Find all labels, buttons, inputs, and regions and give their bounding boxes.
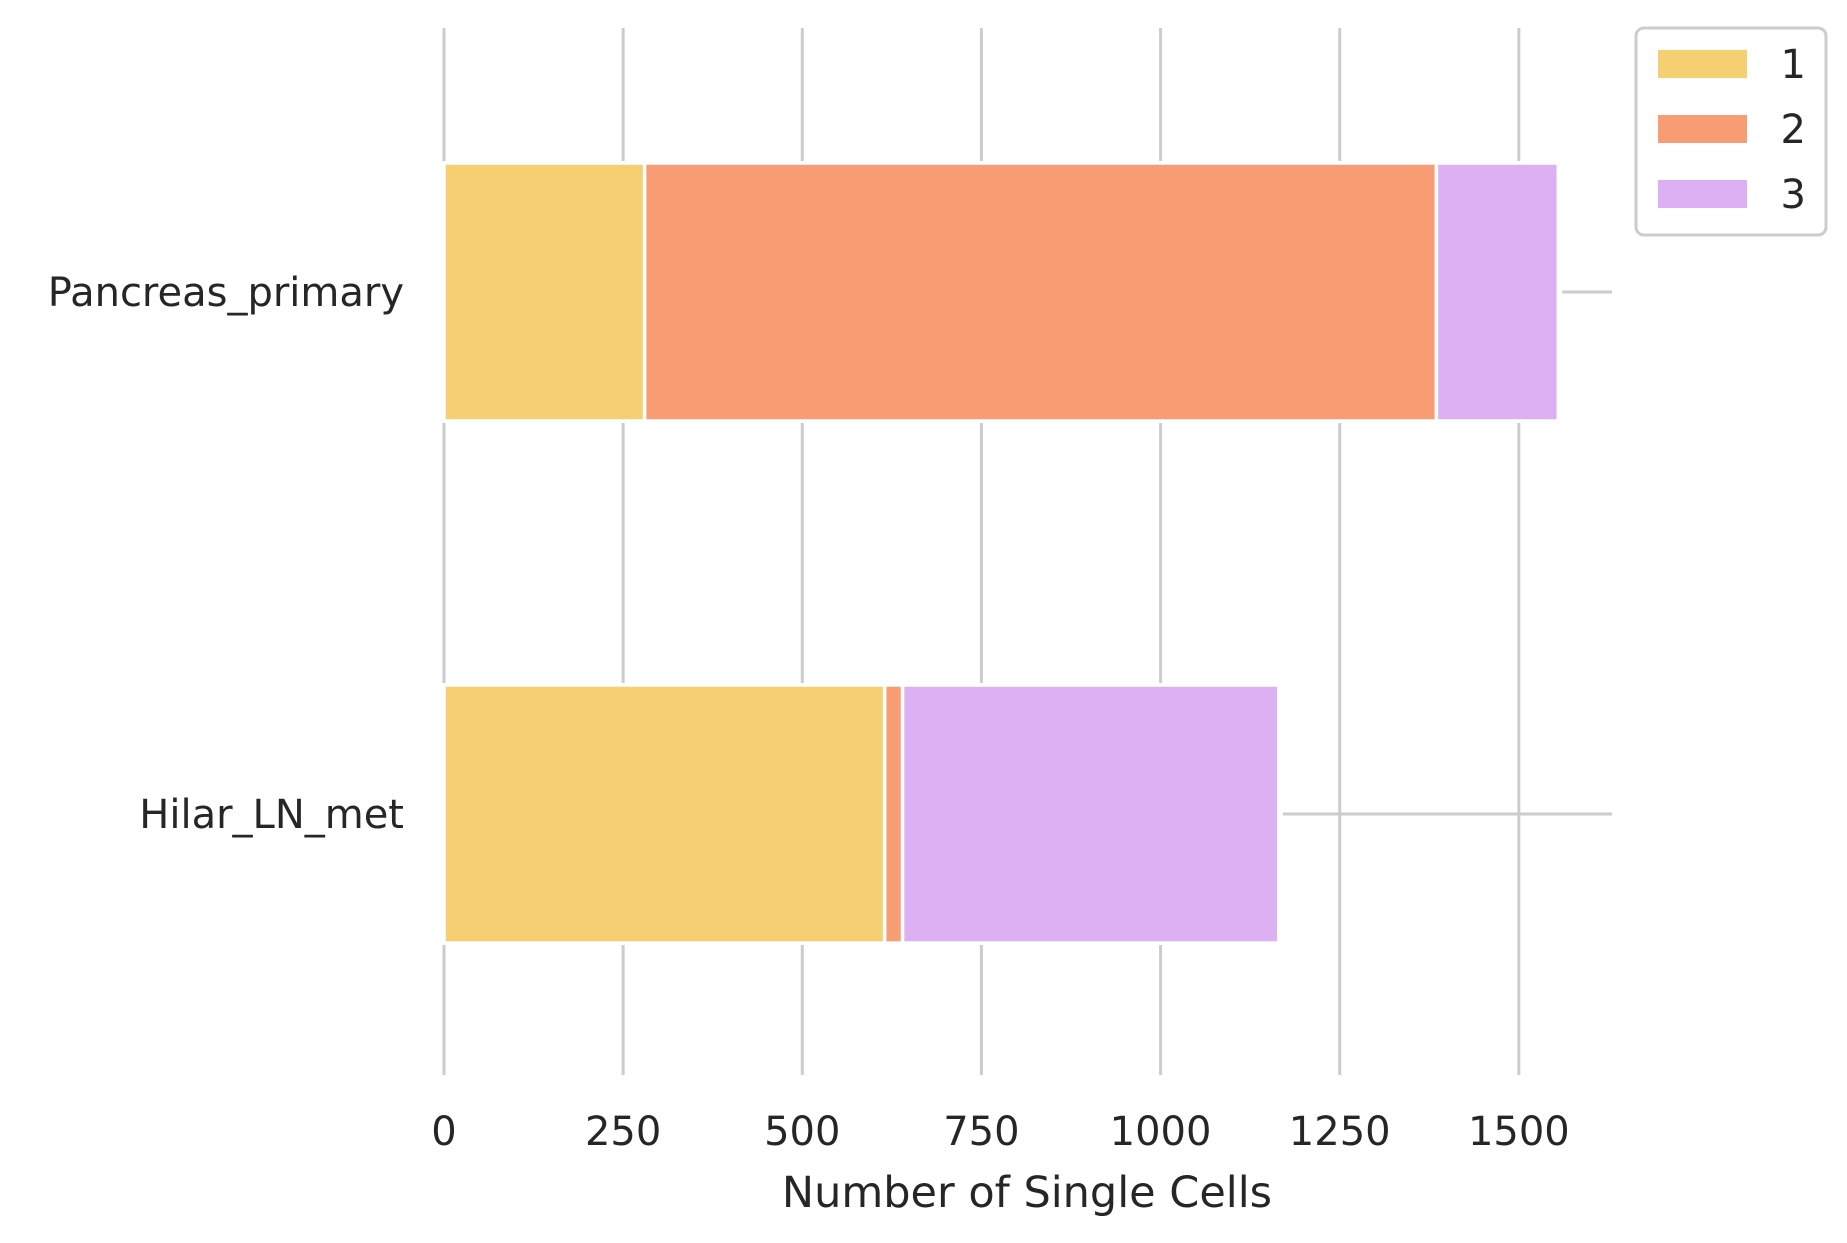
category-labels: Pancreas_primary Hilar_LN_met <box>48 270 404 838</box>
x-tick-label-1000: 1000 <box>1110 1109 1212 1155</box>
x-tick-label-250: 250 <box>585 1109 661 1155</box>
x-tick-label-750: 750 <box>943 1109 1019 1155</box>
legend-label-2: 2 <box>1781 107 1806 153</box>
x-tick-label-0: 0 <box>431 1109 456 1155</box>
x-tick-label-1500: 1500 <box>1468 1109 1570 1155</box>
x-tick-label-1250: 1250 <box>1289 1109 1391 1155</box>
bars <box>442 161 1563 945</box>
bar-Hilar_LN_met-series-3 <box>900 683 1281 945</box>
x-tick-labels: 0 250 500 750 1000 1250 1500 <box>431 1109 1569 1155</box>
bar-Hilar_LN_met-series-1 <box>442 683 887 945</box>
legend-swatch-3 <box>1658 180 1747 208</box>
legend-label-3: 3 <box>1781 172 1806 218</box>
legend-label-1: 1 <box>1781 42 1806 88</box>
bar-Hilar_LN_met-series-2 <box>882 683 905 945</box>
legend-swatch-1 <box>1658 50 1747 78</box>
category-label-Hilar_LN_met: Hilar_LN_met <box>139 792 404 838</box>
x-tick-label-500: 500 <box>764 1109 840 1155</box>
x-axis-title: Number of Single Cells <box>782 1168 1272 1218</box>
legend: 1 2 3 <box>1634 26 1828 237</box>
legend-swatch-2 <box>1658 115 1747 143</box>
bar-Pancreas_primary-series-3 <box>1434 161 1561 423</box>
category-label-Pancreas_primary: Pancreas_primary <box>48 270 404 316</box>
bar-Pancreas_primary-series-1 <box>442 161 647 423</box>
bar-Pancreas_primary-series-2 <box>642 161 1439 423</box>
